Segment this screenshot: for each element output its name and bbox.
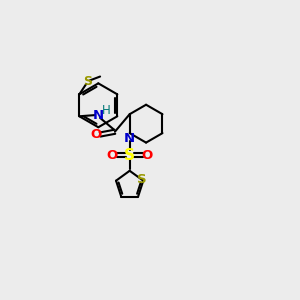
Text: O: O [142,148,153,162]
Text: O: O [90,128,101,141]
Text: N: N [93,109,104,122]
Text: S: S [83,75,92,88]
Text: S: S [136,173,146,186]
Text: O: O [106,148,118,162]
Text: N: N [124,132,135,145]
Text: H: H [102,104,111,118]
Text: S: S [124,148,135,163]
